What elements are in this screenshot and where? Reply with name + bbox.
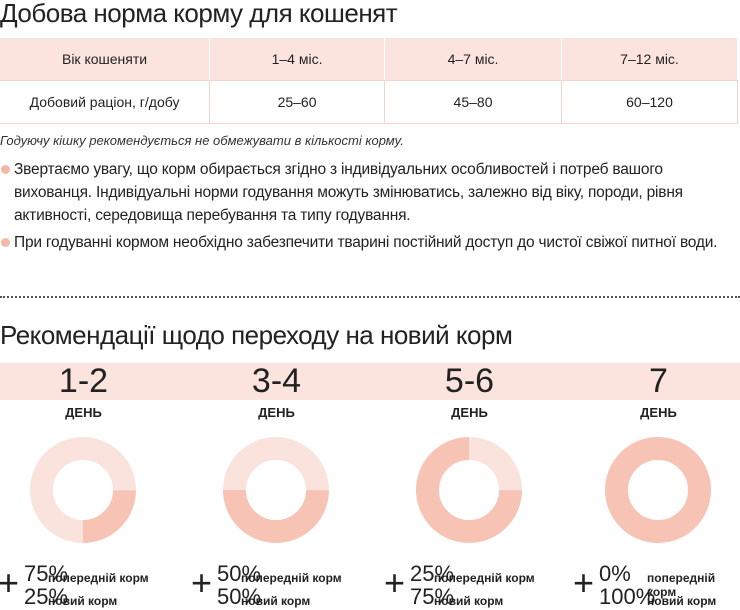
plus: + <box>384 562 406 603</box>
plus: + <box>191 562 213 603</box>
header-cell: 1–4 міс. <box>209 38 386 81</box>
day-label: ДЕНЬ <box>451 405 488 420</box>
new-label: новий корм <box>434 594 504 608</box>
donut <box>30 437 136 543</box>
old-percent: 0% <box>599 561 631 586</box>
bullet: Звертаємо увагу, що корм обирається згід… <box>0 158 730 227</box>
donut <box>416 437 522 543</box>
new-percent: 100% <box>599 584 656 609</box>
day-number: 1-2 <box>58 362 109 400</box>
day-label: ДЕНЬ <box>258 405 295 420</box>
header-cell: 7–12 міс. <box>561 38 738 81</box>
header-cell: Вік кошеняти <box>0 38 211 81</box>
cell: Добовий раціон, г/добу <box>0 80 211 124</box>
old-percent: 25% <box>410 561 455 586</box>
day-number: 7 <box>649 362 668 400</box>
new-percent: 50% <box>217 584 262 609</box>
divider <box>0 296 740 298</box>
old-label: попередній корм <box>48 571 149 585</box>
old-label: попередній корм <box>241 571 342 585</box>
donut-segment <box>605 437 711 543</box>
new-label: новий корм <box>48 594 118 608</box>
donut-segment <box>30 437 136 543</box>
day-label: ДЕНЬ <box>65 405 102 420</box>
new-percent: 75% <box>410 584 455 609</box>
old-percent: 75% <box>24 561 69 586</box>
plus: + <box>0 562 20 603</box>
old-percent: 50% <box>217 561 262 586</box>
donut-segment <box>416 437 522 543</box>
section-title: Рекомендації щодо переходу на новий корм <box>0 320 513 350</box>
old-label: попередній корм <box>647 571 716 599</box>
day-number: 3-4 <box>251 362 302 400</box>
cell: 25–60 <box>209 80 386 124</box>
cell: 60–120 <box>561 80 738 124</box>
table-row: Добовий раціон, г/добу 25–60 45–80 60–120 <box>0 80 738 124</box>
band <box>0 363 740 400</box>
new-percent: 25% <box>24 584 69 609</box>
table-header: Вік кошеняти 1–4 міс. 4–7 міс. 7–12 міс. <box>0 38 738 81</box>
bullet: При годуванні кормом необхідно забезпечи… <box>0 231 730 254</box>
header-cell: 4–7 міс. <box>384 38 562 81</box>
day-label: ДЕНЬ <box>640 405 677 420</box>
donut <box>223 437 329 543</box>
old-label: попередній корм <box>434 571 535 585</box>
plus: + <box>573 562 595 603</box>
donut <box>605 437 711 543</box>
day-number: 5-6 <box>444 362 495 400</box>
title: Добова норма корму для кошенят <box>0 0 398 28</box>
cell: 45–80 <box>384 80 562 124</box>
donut-segment <box>223 437 329 543</box>
note: Годуючу кішку рекомендується не обмежува… <box>0 133 404 148</box>
new-label: новий корм <box>647 594 717 608</box>
feeding-table: Вік кошеняти 1–4 міс. 4–7 міс. 7–12 міс. До… <box>0 38 738 124</box>
new-label: новий корм <box>241 594 311 608</box>
